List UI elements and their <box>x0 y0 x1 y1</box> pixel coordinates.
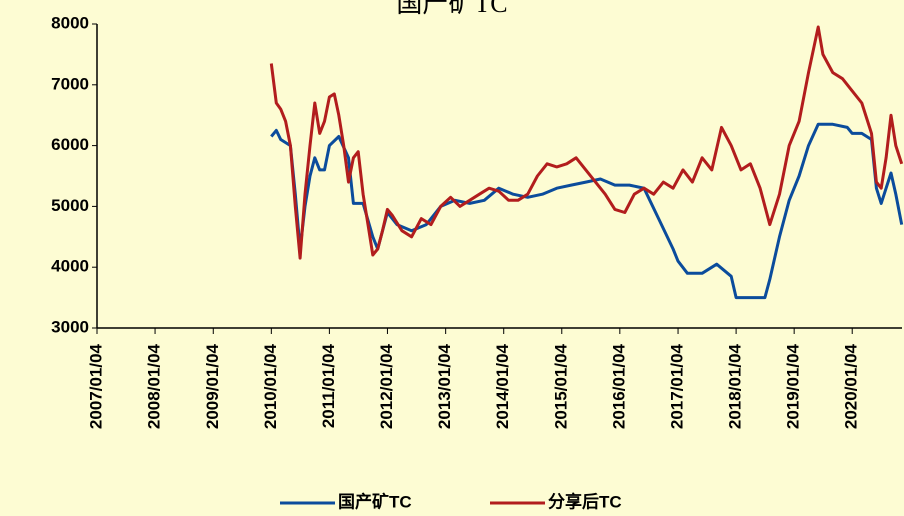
x-tick-label: 2009/01/04 <box>203 343 222 429</box>
x-tick-label: 2016/01/04 <box>609 343 628 429</box>
x-tick-label: 2020/01/04 <box>842 343 861 429</box>
line-series <box>269 25 904 260</box>
y-tick-label: 8000 <box>51 13 89 32</box>
x-tick-label: 2011/01/04 <box>319 343 338 428</box>
x-tick-label: 2007/01/04 <box>86 343 105 429</box>
legend-label: 分享后TC <box>548 491 622 511</box>
x-tick-label: 2012/01/04 <box>377 343 396 429</box>
y-tick-label: 7000 <box>51 74 89 93</box>
line-series <box>270 122 904 300</box>
x-tick-label: 2008/01/04 <box>145 343 164 429</box>
x-tick-label: 2019/01/04 <box>784 343 803 429</box>
x-tick-label: 2018/01/04 <box>726 343 745 429</box>
y-tick-label: 6000 <box>51 135 89 154</box>
x-tick-label: 2014/01/04 <box>493 343 512 429</box>
x-tick-label: 2010/01/04 <box>261 343 280 429</box>
y-tick-label: 4000 <box>51 257 89 276</box>
legend-label: 国产矿TC <box>338 491 412 511</box>
x-tick-label: 2017/01/04 <box>668 343 687 429</box>
chart-title: 国产矿TC <box>396 0 507 18</box>
y-tick-label: 5000 <box>51 196 89 215</box>
x-tick-label: 2013/01/04 <box>435 343 454 429</box>
y-tick-label: 3000 <box>51 317 89 336</box>
x-tick-label: 2015/01/04 <box>551 343 570 429</box>
